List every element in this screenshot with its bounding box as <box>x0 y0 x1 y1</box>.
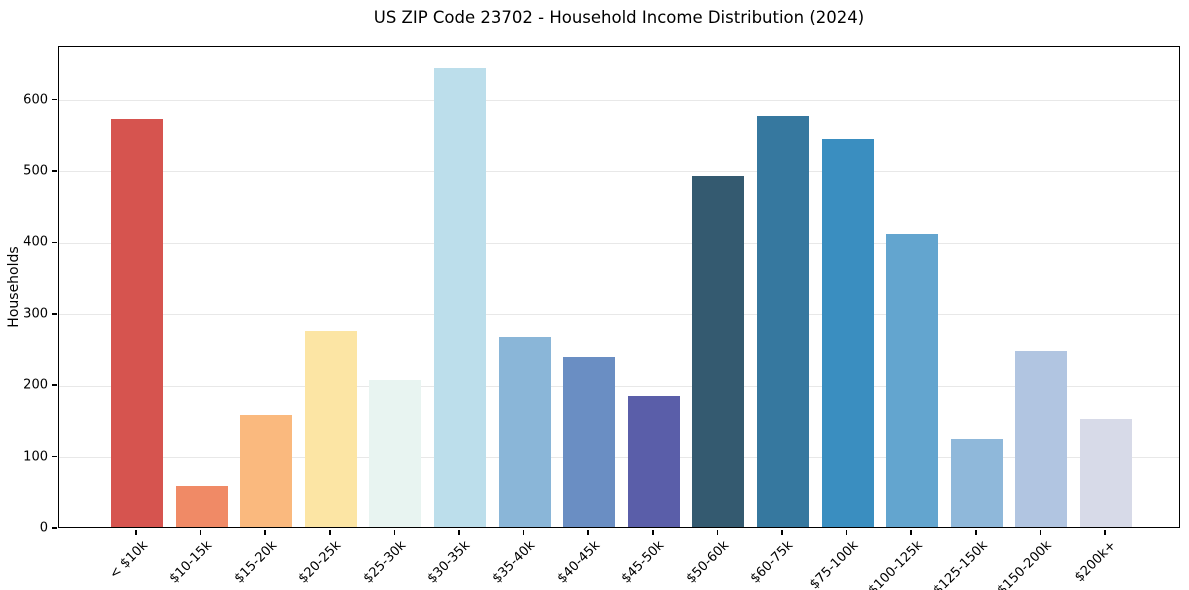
y-tick-label-500: 500 <box>23 163 48 179</box>
y-tick-label-200: 200 <box>23 377 48 393</box>
gridline-y200 <box>59 385 1179 387</box>
x-tick-mark-$40-45k <box>587 529 589 535</box>
bar-$75-100k <box>821 138 874 527</box>
y-tick-label-600: 600 <box>23 92 48 108</box>
gridline-y300 <box>59 314 1179 316</box>
x-tick-mark-$75-100k <box>845 529 848 535</box>
bar-$150-200k <box>1015 351 1068 527</box>
plot-area <box>58 46 1180 528</box>
x-tick-mark-$20-25k <box>329 529 331 535</box>
bar-$30-35k <box>434 67 486 527</box>
bar-$45-50k <box>627 396 680 527</box>
bar-< $10k <box>111 118 163 527</box>
bar-$10-15k <box>175 485 228 527</box>
y-tick-label-0: 0 <box>39 520 48 536</box>
gridline-y100 <box>59 457 1179 459</box>
y-tick-mark-600 <box>52 98 57 101</box>
chart-title: US ZIP Code 23702 - Household Income Dis… <box>373 8 865 27</box>
x-tick-mark-$45-50k <box>652 529 654 535</box>
bar-$20-25k <box>304 331 357 527</box>
bar-$25-30k <box>369 379 422 527</box>
bar-$15-20k <box>240 414 293 527</box>
y-tick-mark-500 <box>52 170 57 172</box>
y-tick-mark-100 <box>52 455 57 458</box>
gridline-y500 <box>59 171 1179 173</box>
x-tick-mark-$35-40k <box>522 529 525 535</box>
x-tick-mark-$25-30k <box>393 529 396 535</box>
bar-$100-125k <box>886 233 939 527</box>
y-tick-mark-200 <box>52 384 57 386</box>
x-tick-mark-$15-20k <box>264 529 266 535</box>
y-tick-label-300: 300 <box>23 306 48 322</box>
y-tick-label-100: 100 <box>23 449 48 465</box>
bar-$125-150k <box>950 439 1003 527</box>
y-tick-mark-400 <box>52 241 57 244</box>
x-tick-mark-$60-75k <box>781 529 783 535</box>
x-tick-mark-$100-125k <box>910 529 912 535</box>
x-tick-mark-$30-35k <box>458 529 460 535</box>
x-tick-mark-$50-60k <box>716 529 719 535</box>
bar-$200k+ <box>1080 419 1132 527</box>
x-tick-mark-$200k+ <box>1104 529 1106 535</box>
bar-$35-40k <box>498 337 551 527</box>
x-tick-mark-< $10k <box>135 529 137 535</box>
bar-$60-75k <box>757 115 809 527</box>
gridline-y600 <box>59 100 1179 102</box>
x-tick-mark-$10-15k <box>199 529 202 535</box>
gridline-y400 <box>59 242 1179 244</box>
y-tick-mark-300 <box>52 313 57 315</box>
y-tick-mark-0 <box>52 527 57 529</box>
bar-$40-45k <box>563 357 616 527</box>
bar-$50-60k <box>692 175 745 527</box>
x-tick-mark-$150-200k <box>1039 529 1042 535</box>
y-tick-label-400: 400 <box>23 234 48 250</box>
x-tick-mark-$125-150k <box>975 529 977 535</box>
